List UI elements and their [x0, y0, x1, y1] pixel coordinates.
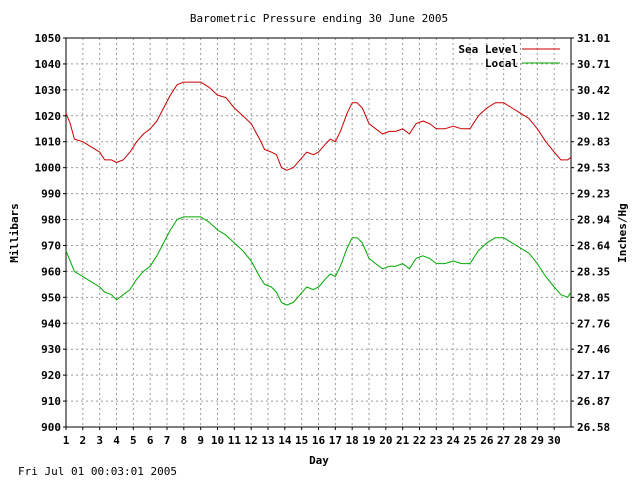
- y2-tick-label: 27.76: [577, 317, 610, 330]
- y2-tick-label: 27.17: [577, 369, 610, 382]
- y2-tick-label: 28.35: [577, 265, 610, 278]
- grid-lines: [66, 38, 571, 427]
- y-tick-label: 1030: [35, 84, 62, 97]
- x-tick-label: 7: [164, 434, 171, 447]
- x-tick-label: 23: [430, 434, 443, 447]
- y2-tick-label: 28.94: [577, 214, 610, 227]
- x-tick-label: 17: [329, 434, 342, 447]
- series-line-local: [65, 216, 572, 306]
- y-tick-label: 1040: [35, 58, 62, 71]
- y-tick-label: 970: [41, 239, 61, 252]
- y2-axis-label: Inches/Hg: [616, 203, 629, 263]
- y2-tick-label: 26.58: [577, 421, 610, 434]
- y-tick-label: 1020: [35, 110, 62, 123]
- y2-tick-label: 30.42: [577, 84, 610, 97]
- x-tick-label: 27: [497, 434, 510, 447]
- x-tick-label: 21: [396, 434, 410, 447]
- x-tick-label: 11: [228, 434, 242, 447]
- chart-title: Barometric Pressure ending 30 June 2005: [190, 12, 448, 25]
- y-tick-label: 1010: [35, 136, 62, 149]
- x-tick-label: 29: [531, 434, 544, 447]
- y2-tick-label: 31.01: [577, 32, 610, 45]
- series-lines: [65, 81, 572, 306]
- x-tick-label: 9: [197, 434, 204, 447]
- x-axis-label: Day: [309, 454, 329, 467]
- y-tick-label: 940: [41, 317, 61, 330]
- x-tick-label: 22: [413, 434, 426, 447]
- y-tick-label: 950: [41, 291, 61, 304]
- y-tick-label: 990: [41, 188, 61, 201]
- x-tick-label: 12: [245, 434, 258, 447]
- x-tick-label: 6: [147, 434, 154, 447]
- x-tick-label: 2: [80, 434, 87, 447]
- y-tick-label: 920: [41, 369, 61, 382]
- x-tick-label: 19: [362, 434, 375, 447]
- y2-tick-label: 27.46: [577, 343, 610, 356]
- y2-tick-label: 29.23: [577, 188, 610, 201]
- y2-ticks: 31.01 30.71 30.42 30.12 29.83 29.53 29.23 28.94…: [571, 32, 610, 434]
- x-tick-label: 1: [63, 434, 70, 447]
- x-tick-label: 15: [295, 434, 308, 447]
- y2-tick-label: 30.12: [577, 110, 610, 123]
- y-tick-label: 960: [41, 265, 61, 278]
- x-tick-label: 10: [211, 434, 224, 447]
- y2-tick-label: 28.05: [577, 291, 610, 304]
- timestamp: Fri Jul 01 00:03:01 2005: [18, 465, 177, 478]
- x-ticks: 1 2 3 4 5 6 7 8 9 10 11 12 13 14 15 16 17 18 19 20 21 22 23 24 2…: [63, 427, 561, 447]
- y2-tick-label: 29.53: [577, 162, 610, 175]
- x-tick-label: 5: [130, 434, 137, 447]
- x-tick-label: 3: [96, 434, 103, 447]
- y-tick-label: 930: [41, 343, 61, 356]
- y2-tick-label: 26.87: [577, 395, 610, 408]
- x-tick-label: 30: [548, 434, 561, 447]
- y-tick-label: 900: [41, 421, 61, 434]
- series-line-sea-level: [65, 81, 572, 171]
- x-tick-label: 20: [379, 434, 392, 447]
- y-tick-label: 1050: [35, 32, 62, 45]
- legend-label: Sea Level: [458, 43, 518, 56]
- y-axis-label: Millibars: [8, 203, 21, 263]
- legend-label: Local: [485, 57, 518, 70]
- x-tick-label: 26: [480, 434, 494, 447]
- x-tick-label: 8: [181, 434, 188, 447]
- y2-tick-label: 28.64: [577, 239, 610, 252]
- y-tick-label: 980: [41, 214, 61, 227]
- x-tick-label: 24: [447, 434, 461, 447]
- x-tick-label: 25: [463, 434, 476, 447]
- x-tick-label: 18: [346, 434, 359, 447]
- x-tick-label: 14: [278, 434, 292, 447]
- y-tick-label: 1000: [35, 162, 62, 175]
- y2-tick-label: 29.83: [577, 136, 610, 149]
- x-tick-label: 13: [261, 434, 274, 447]
- x-tick-label: 16: [312, 434, 326, 447]
- x-tick-label: 28: [514, 434, 527, 447]
- y-ticks: 1050 1040 1030 1020 1010 1000 990 980 970 960 950 9…: [35, 32, 66, 434]
- x-tick-label: 4: [113, 434, 120, 447]
- y2-tick-label: 30.71: [577, 58, 610, 71]
- y-tick-label: 910: [41, 395, 61, 408]
